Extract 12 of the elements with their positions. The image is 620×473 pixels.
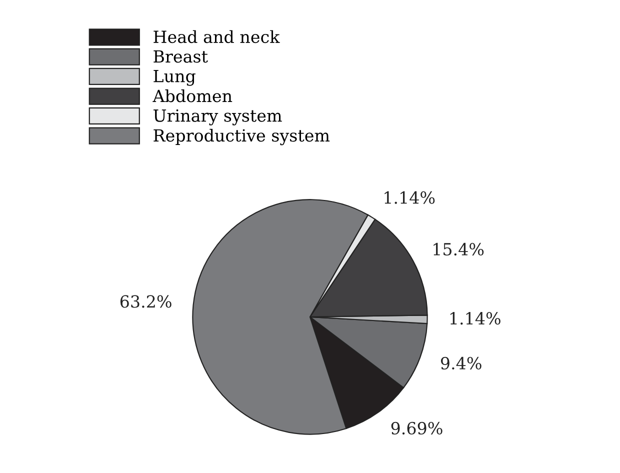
data-label: 1.14% [450, 312, 500, 325]
legend-label: Breast [154, 50, 208, 63]
data-label: 15.4% [434, 242, 484, 256]
legend-label: Head and neck [154, 30, 280, 44]
data-label: 1.14% [384, 191, 435, 204]
legend-label: Reproductive system [154, 128, 330, 146]
legend-label: Lung [154, 70, 196, 86]
data-label: 9.69% [391, 422, 442, 435]
legend-label: Urinary system [154, 109, 282, 126]
legend-label: Abdomen [152, 89, 232, 102]
data-label: 9.4% [440, 356, 482, 370]
data-label: 63.2% [120, 295, 172, 308]
